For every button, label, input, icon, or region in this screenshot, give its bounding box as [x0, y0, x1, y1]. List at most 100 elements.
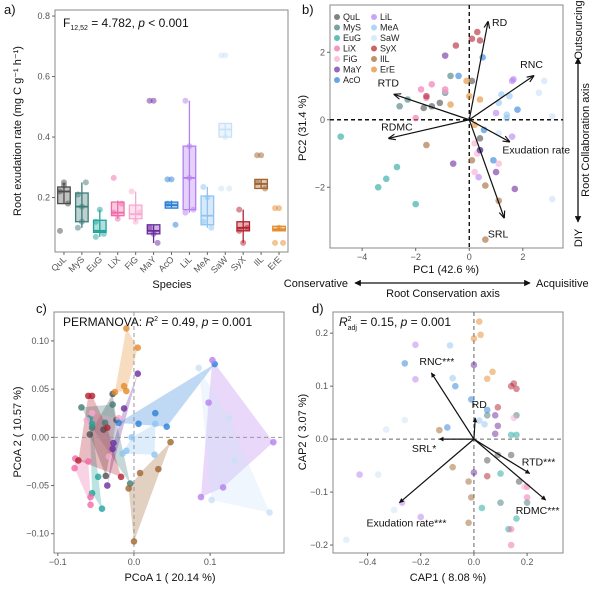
data-point: [56, 188, 63, 195]
legend-swatch-FiG: [334, 56, 340, 62]
data-point: [280, 239, 287, 246]
point-SaW: [374, 471, 382, 478]
legend-swatch-QuL: [334, 14, 340, 20]
data-point: [172, 221, 179, 228]
point-LiL: [197, 493, 205, 501]
point-QuL: [420, 104, 428, 112]
legend-label-MyS: MyS: [343, 23, 361, 33]
data-point: [92, 218, 99, 225]
collaboration-axis-label: Root Collaboration axis: [580, 83, 592, 197]
point-EuG: [374, 183, 382, 191]
data-point: [276, 205, 283, 212]
point-LiX: [84, 458, 92, 465]
point-SyX: [507, 382, 515, 390]
loading-arrow: [399, 438, 475, 504]
panel-c-x-label: PCoA 1 ( 20.14 %): [124, 572, 215, 584]
point-LiL: [356, 471, 363, 478]
point-LiX: [523, 494, 531, 501]
point-IlL: [155, 465, 162, 473]
legend-label-QuL: QuL: [343, 12, 360, 22]
x-tick-label-FiG: FiG: [123, 254, 140, 271]
box-QuL: [56, 179, 71, 234]
point-MaY: [441, 52, 449, 59]
legend-swatch-LiL: [371, 14, 377, 20]
point-MeA: [119, 450, 126, 458]
point-SaW: [548, 195, 556, 203]
point-MyS: [447, 72, 454, 80]
point-ErE: [475, 318, 483, 325]
arrow-label: Exudation rate***: [366, 518, 446, 530]
data-point: [56, 227, 63, 234]
x-tick-label-MeA: MeA: [192, 254, 212, 274]
panel-d-y-tick-label: 0.2: [315, 328, 328, 338]
legend-swatch-IlL: [371, 56, 377, 62]
point-SyX: [75, 457, 82, 464]
panel-a-y-tick-label: 0.6: [37, 72, 50, 82]
point-QuL: [102, 472, 110, 480]
data-point: [74, 191, 81, 198]
data-point: [110, 174, 117, 181]
panel-b-pca-biplot: −4 −2 0 2 −2 0 2 RD RNC RTD RDMC Exudation rate SRL Q…: [284, 0, 592, 300]
point-SaW: [535, 89, 543, 97]
point-FiG: [471, 168, 478, 176]
point-SaW: [540, 77, 548, 85]
legend-label-SyX: SyX: [380, 44, 397, 54]
box-AcO: [164, 176, 179, 228]
hull-QuL: [89, 393, 117, 476]
panel-d-x-tick-label: 0.2: [521, 557, 534, 567]
panel-a-y-tick-label: 0.4: [37, 132, 50, 142]
data-point: [92, 233, 99, 240]
point-LiL: [209, 356, 216, 364]
x-tick-label-SyX: SyX: [229, 254, 248, 273]
arrow-label: Exudation rate: [502, 145, 570, 157]
point-AcO: [163, 423, 171, 431]
acquisitive-label: Acquisitive: [536, 278, 589, 290]
point-SyX: [483, 472, 491, 480]
point-AcO: [483, 406, 491, 414]
panel-b-x-tick-label: 0: [467, 252, 472, 262]
point-IlL: [482, 182, 489, 189]
box-LiX: [110, 174, 125, 222]
data-point: [186, 143, 193, 150]
x-tick-label-MyS: MyS: [66, 254, 86, 274]
hull-ErE: [114, 328, 138, 393]
point-IlL: [136, 469, 144, 477]
point-FiG: [495, 160, 503, 167]
point-SyX: [473, 28, 481, 36]
point-SaW: [195, 364, 203, 372]
point-EuG: [478, 504, 486, 512]
arrow-label: SRL*: [412, 443, 437, 455]
data-point: [182, 97, 189, 104]
arrow-label: SRL: [488, 229, 509, 241]
point-ErE: [123, 325, 130, 332]
legend-swatch-ErE: [371, 66, 377, 73]
loading-arrow: [468, 76, 533, 121]
data-point: [82, 179, 89, 186]
data-point: [204, 194, 211, 201]
point-MaY: [511, 185, 519, 193]
panel-d-x-tick-label: −0.4: [359, 557, 377, 567]
point-SaW: [225, 414, 233, 422]
point-LiL: [510, 75, 517, 83]
legend-label-FiG: FiG: [343, 54, 358, 64]
point-MaY: [494, 422, 502, 430]
point-SaW: [382, 426, 390, 433]
point-IlL: [167, 438, 174, 446]
point-MaY: [470, 469, 478, 476]
point-IlL: [482, 236, 489, 243]
panel-b-plot-area: [329, 4, 564, 249]
panel-a-plot-area: [54, 9, 289, 253]
point-MaY: [109, 445, 116, 453]
point-EuG: [412, 200, 420, 208]
point-MeA: [128, 434, 135, 441]
point-AcO: [467, 396, 475, 403]
data-point: [236, 227, 243, 234]
point-MeA: [503, 114, 511, 122]
point-MeA: [506, 92, 513, 100]
hull-AcO: [118, 364, 215, 427]
x-tick-label-EuG: EuG: [84, 254, 104, 274]
legend-swatch-MyS: [334, 24, 340, 31]
panel-c-y-tick-label: 0.00: [31, 432, 49, 442]
